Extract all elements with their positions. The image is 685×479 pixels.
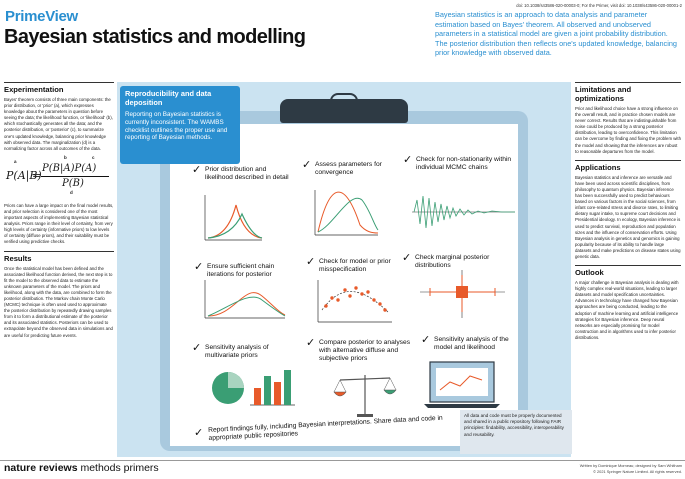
page-title: Bayesian statistics and modelling: [4, 26, 306, 48]
applications-body: Bayesian statistics and inference are ve…: [575, 174, 681, 259]
marginal-posterior-graphic: [420, 270, 505, 318]
formula-lhs: P(A|B): [6, 168, 42, 182]
item-label-compare: Compare posterior to analyses with alter…: [319, 339, 411, 362]
bayes-formula: a b c d P(A|B) = P(B|A)P(A) P(B): [6, 154, 114, 197]
left-column: Experimentation Bayes' theorem consists …: [4, 82, 114, 344]
intro-text: Bayesian statistics is an approach to da…: [435, 10, 677, 58]
limitations-heading: Limitations and optimizations: [575, 82, 681, 103]
outlook-heading: Outlook: [575, 265, 681, 277]
item-label-sens-multi: Sensitivity analysis of multivariate pri…: [205, 344, 269, 359]
checkmark-icon: ✓: [194, 261, 204, 273]
reproducibility-box: Reproducibility and data deposition Repo…: [120, 86, 240, 164]
journal-logo: nature reviews methods primers: [4, 462, 159, 474]
item-label-iter: Ensure sufficient chain iterations for p…: [207, 263, 275, 278]
checkmark-icon: ✓: [306, 256, 316, 268]
priors-body: Priors can have a large impact on the fi…: [4, 202, 114, 245]
data-deposition-note: All data and code must be properly docum…: [460, 410, 572, 454]
checkmark-icon: ✓: [306, 337, 316, 349]
item-label-marginal: Check marginal posterior distributions: [415, 254, 490, 269]
item-label-misspec: Check for model or prior misspecificatio…: [319, 258, 391, 273]
results-heading: Results: [4, 250, 114, 263]
convergence-graphic: [314, 190, 379, 236]
results-body: Once the statistical model has been defi…: [4, 265, 113, 338]
formula-equals: =: [32, 168, 42, 182]
formula-label-a: a: [14, 158, 17, 164]
formula-label-d: d: [70, 189, 73, 195]
checkmark-icon: ✓: [402, 252, 412, 264]
limitations-body: Prior and likelihood choice have a stron…: [575, 106, 681, 154]
right-column: Limitations and optimizations Prior and …: [575, 82, 681, 346]
checkmark-icon: ✓: [194, 427, 204, 439]
formula-denominator: P(B): [62, 177, 84, 189]
item-label-nonstat: Check for non-stationarity within indivi…: [416, 156, 512, 171]
checkmark-icon: ✓: [403, 154, 413, 166]
footer-divider: [0, 460, 685, 461]
reproducibility-heading: Reproducibility and data deposition: [125, 89, 212, 107]
formula-label-c: c: [92, 154, 95, 160]
checkmark-icon: ✓: [192, 164, 202, 176]
checkmark-icon: ✓: [302, 159, 312, 171]
formula-label-b: b: [64, 154, 67, 160]
experimentation-heading: Experimentation: [4, 82, 114, 94]
doi-line: doi: 10.1038/s43586-020-00003-0; For the…: [516, 3, 682, 8]
journal-name-rest: methods primers: [77, 462, 159, 474]
prior-likelihood-graphic: [204, 195, 263, 241]
experimentation-body: Bayes' theorem consists of three main co…: [4, 97, 113, 151]
balance-scale-graphic: [333, 375, 397, 417]
applications-heading: Applications: [575, 159, 681, 172]
brand-title: PrimeView: [5, 8, 78, 25]
outlook-body: A major challenge in Bayesian analysis i…: [575, 280, 679, 340]
checkmark-icon: ✓: [192, 342, 202, 354]
journal-name-bold: nature reviews: [4, 462, 78, 474]
item-label-params: Assess parameters for convergence: [315, 161, 382, 176]
credit-copyright: © 2021 Springer Nature Limited. All righ…: [593, 468, 682, 474]
formula-numerator: P(B|A)P(A): [42, 162, 97, 174]
misspecification-graphic: [317, 280, 392, 323]
laptop-graphic: [424, 361, 500, 408]
multivariate-priors-graphic: [212, 370, 295, 406]
chain-iterations-graphic: [204, 280, 286, 319]
credits: Written by Dominique Morneau; designed b…: [548, 463, 682, 474]
formula-fraction-bar: [41, 175, 109, 177]
item-label-prior: Prior distribution and likelihood descri…: [205, 166, 289, 181]
clipboard-clip-ring: [330, 93, 358, 103]
credit-authors: Written by Dominique Morneau; designed b…: [579, 463, 682, 468]
reproducibility-body: Reporting on Bayesian statistics is curr…: [125, 111, 228, 142]
mcmc-trace-graphic: [412, 195, 515, 229]
item-label-sens-model: Sensitivity analysis of the model and li…: [434, 336, 509, 351]
checkmark-icon: ✓: [421, 334, 431, 346]
clipboard-clip: [280, 99, 408, 123]
